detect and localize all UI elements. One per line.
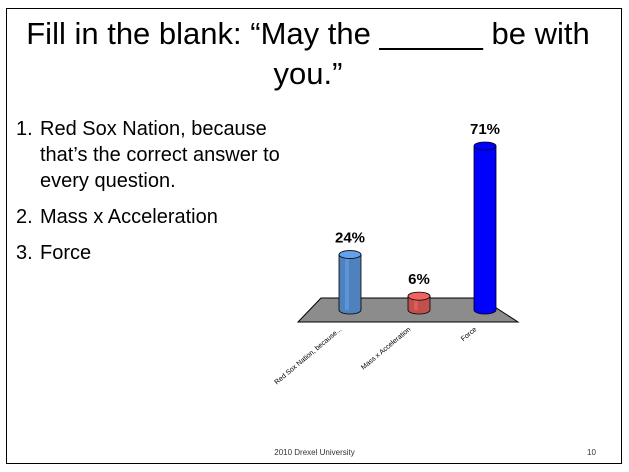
category-label: Red Sox Nation, because... — [274, 326, 344, 386]
answer-option: 3. Force — [16, 240, 316, 266]
bar — [473, 145, 497, 315]
footer-text: 2010 Drexel University — [274, 448, 355, 457]
option-number: 1. — [16, 118, 33, 140]
category-label: Force — [460, 326, 478, 343]
bar-highlight — [345, 254, 349, 310]
page-number: 10 — [587, 448, 596, 457]
bar-highlight — [480, 146, 484, 310]
option-text: Force — [40, 242, 92, 264]
bar — [407, 295, 431, 315]
bar-top — [338, 250, 362, 259]
answer-option: 1. Red Sox Nation, because that’s the co… — [16, 116, 316, 194]
option-text: Mass x Acceleration — [40, 206, 218, 228]
bar — [338, 254, 362, 315]
option-text: Red Sox Nation, because that’s the corre… — [40, 118, 280, 192]
data-label: 71% — [470, 121, 500, 138]
slide — [6, 8, 622, 464]
bar-highlight — [414, 296, 418, 310]
bar-chart: 24% Red Sox Nation, because... 6% Mass x Ac… — [274, 121, 520, 386]
slide-title: Fill in the blank: “May the ______ be wi… — [26, 16, 590, 91]
bar-top — [407, 291, 431, 301]
category-label: Mass x Acceleration — [360, 326, 412, 371]
option-number: 2. — [16, 206, 33, 228]
bar-top — [473, 141, 497, 151]
answer-option: 2. Mass x Acceleration — [16, 204, 316, 230]
option-number: 3. — [16, 242, 33, 264]
data-label: 24% — [335, 230, 365, 247]
data-label: 6% — [408, 271, 430, 288]
answer-options: 1. Red Sox Nation, because that’s the co… — [16, 116, 316, 276]
